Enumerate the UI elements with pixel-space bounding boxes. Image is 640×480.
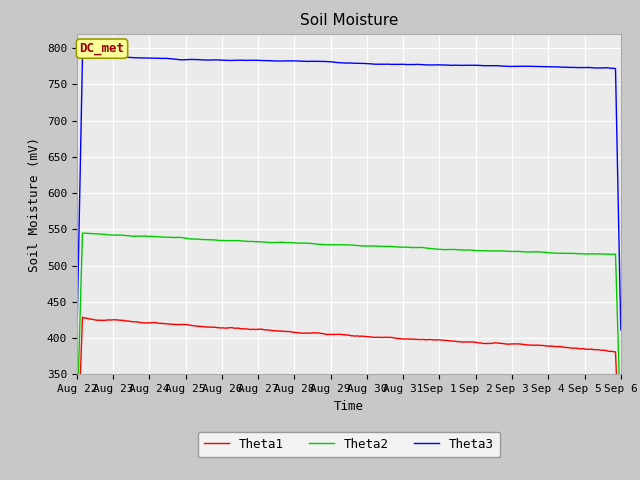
Theta2 xyxy=(553,251,561,256)
Line: Theta2: Theta2 xyxy=(77,233,621,431)
Theta3 xyxy=(181,57,189,62)
Theta2 xyxy=(255,239,263,245)
Theta3 xyxy=(553,64,561,70)
Theta2 xyxy=(80,230,88,236)
Theta2 xyxy=(73,428,81,433)
Y-axis label: Soil Moisture (mV): Soil Moisture (mV) xyxy=(28,136,41,272)
Theta1 xyxy=(617,478,625,480)
Theta3 xyxy=(73,339,81,345)
Theta3 xyxy=(255,58,263,63)
Theta3 xyxy=(505,63,513,69)
Theta2 xyxy=(617,426,625,432)
Theta2 xyxy=(434,246,442,252)
Theta3 xyxy=(617,327,625,333)
Theta1 xyxy=(505,341,513,347)
Theta2 xyxy=(181,235,189,241)
Theta3 xyxy=(84,53,92,59)
Line: Theta1: Theta1 xyxy=(77,317,621,480)
Theta1 xyxy=(181,322,189,327)
Theta1 xyxy=(79,314,86,320)
Theta1 xyxy=(73,469,81,475)
Theta2 xyxy=(505,248,513,254)
Title: Soil Moisture: Soil Moisture xyxy=(300,13,398,28)
Theta3 xyxy=(195,57,202,62)
Legend: Theta1, Theta2, Theta3: Theta1, Theta2, Theta3 xyxy=(198,432,500,457)
Theta1 xyxy=(553,344,561,349)
Theta1 xyxy=(195,324,202,329)
Line: Theta3: Theta3 xyxy=(77,56,621,342)
Theta2 xyxy=(195,236,202,242)
Text: DC_met: DC_met xyxy=(79,42,125,55)
Theta1 xyxy=(434,337,442,343)
Theta3 xyxy=(434,62,442,68)
X-axis label: Time: Time xyxy=(334,400,364,413)
Theta1 xyxy=(255,326,263,332)
